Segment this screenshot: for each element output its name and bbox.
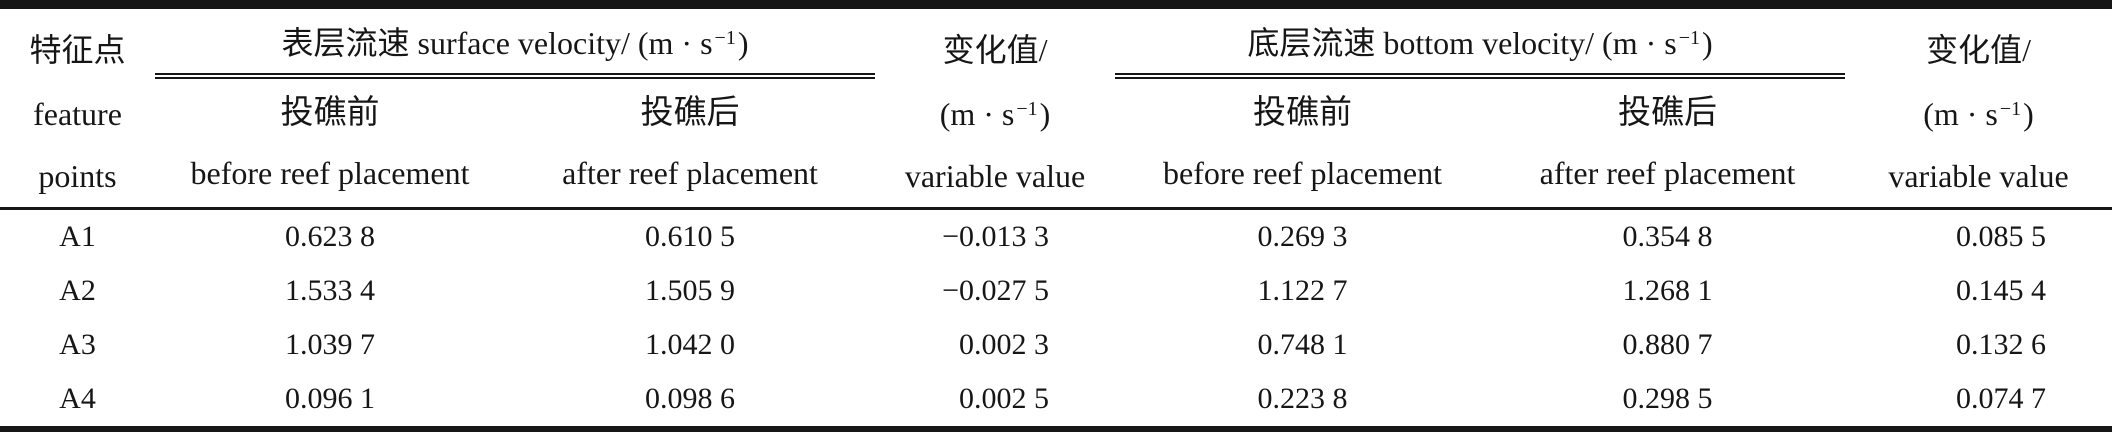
header-feature-points: 特征点 feature points <box>0 5 155 209</box>
superscript-exponent: −1 <box>1678 27 1700 49</box>
subheader-surface-before-en: before reef placement <box>190 154 470 191</box>
feature-points-zh: 特征点 <box>29 32 126 68</box>
change-unit: (m · s −1) <box>1923 96 2034 132</box>
header-surface-velocity-group: 表层流速 surface velocity/ (m · s −1) <box>155 4 876 79</box>
value-surface-before: 1.533 4 <box>285 274 375 307</box>
value-surface-after: 1.505 9 <box>645 274 735 307</box>
change-en: variable value <box>904 158 1086 194</box>
subheader-surface-after-zh: 投礁后 <box>640 95 740 131</box>
point-label: A4 <box>59 382 96 415</box>
value-surface-after: 0.610 5 <box>645 220 735 253</box>
feature-points-en2: points <box>38 158 117 194</box>
subheader-bottom-after-en: after reef placement <box>1539 154 1796 191</box>
value-surface-after: 0.098 6 <box>645 382 735 415</box>
value-bottom-before: 0.269 3 <box>1257 220 1348 253</box>
header-bottom-velocity-group: 底层流速 bottom velocity/ (m · s −1) <box>1115 4 1846 79</box>
value-bottom-change: 0.085 5 <box>1956 220 2047 253</box>
value-surface-change: 0.002 3 <box>959 328 1050 361</box>
change-unit: (m · s −1) <box>939 96 1051 132</box>
superscript-exponent: −1 <box>1016 98 1038 120</box>
change-zh: 变化值/ <box>942 32 1048 68</box>
value-bottom-after: 0.354 8 <box>1622 220 1713 253</box>
table-body: A1 0.623 8 0.610 5 −0.013 3 0.269 3 0.35… <box>0 209 2112 432</box>
header-bottom-change: 变化值/ (m · s −1) variable value <box>1845 5 2112 209</box>
point-label: A1 <box>59 220 96 253</box>
value-surface-change: −0.013 3 <box>942 220 1050 253</box>
value-bottom-before: 0.748 1 <box>1257 328 1348 361</box>
point-label: A3 <box>59 328 96 361</box>
table-row-a4: A4 0.096 1 0.098 6 0.002 5 0.223 8 0.298… <box>0 372 2112 431</box>
subheader-surface-after-en: after reef placement <box>562 154 818 191</box>
table-row-a1: A1 0.623 8 0.610 5 −0.013 3 0.269 3 0.35… <box>0 209 2112 265</box>
subheader-bottom-before-zh: 投礁前 <box>1253 95 1353 131</box>
superscript-exponent: −1 <box>1999 98 2022 120</box>
value-bottom-change: 0.145 4 <box>1956 274 2047 307</box>
point-label: A2 <box>59 274 96 307</box>
subheader-surface-before-zh: 投礁前 <box>280 95 380 131</box>
subheader-bottom-after-zh: 投礁后 <box>1618 95 1718 131</box>
header-surface-change: 变化值/ (m · s −1) variable value <box>875 5 1115 209</box>
table-row-a2: A2 1.533 4 1.505 9 −0.027 5 1.122 7 1.26… <box>0 264 2112 318</box>
superscript-exponent: −1 <box>714 27 736 49</box>
value-bottom-change: 0.074 7 <box>1956 382 2047 415</box>
value-bottom-before: 1.122 7 <box>1257 274 1348 307</box>
value-bottom-after: 0.880 7 <box>1622 328 1713 361</box>
value-surface-after: 1.042 0 <box>645 328 735 361</box>
value-surface-before: 0.623 8 <box>285 220 375 253</box>
subheader-bottom-before-en: before reef placement <box>1163 154 1442 191</box>
table-row-a3: A3 1.039 7 1.042 0 0.002 3 0.748 1 0.880… <box>0 318 2112 372</box>
change-en: variable value <box>1888 158 2069 194</box>
value-bottom-before: 0.223 8 <box>1257 382 1348 415</box>
value-surface-change: 0.002 5 <box>959 382 1050 415</box>
value-bottom-change: 0.132 6 <box>1956 328 2047 361</box>
change-zh: 变化值/ <box>1926 32 2031 68</box>
table-header: 特征点 feature points 表层流速 surface velocity… <box>0 4 2112 209</box>
value-bottom-after: 0.298 5 <box>1622 382 1713 415</box>
value-bottom-after: 1.268 1 <box>1622 274 1713 307</box>
value-surface-before: 1.039 7 <box>285 328 375 361</box>
value-surface-before: 0.096 1 <box>285 382 375 415</box>
value-surface-change: −0.027 5 <box>942 274 1050 307</box>
feature-points-en1: feature <box>33 96 122 132</box>
